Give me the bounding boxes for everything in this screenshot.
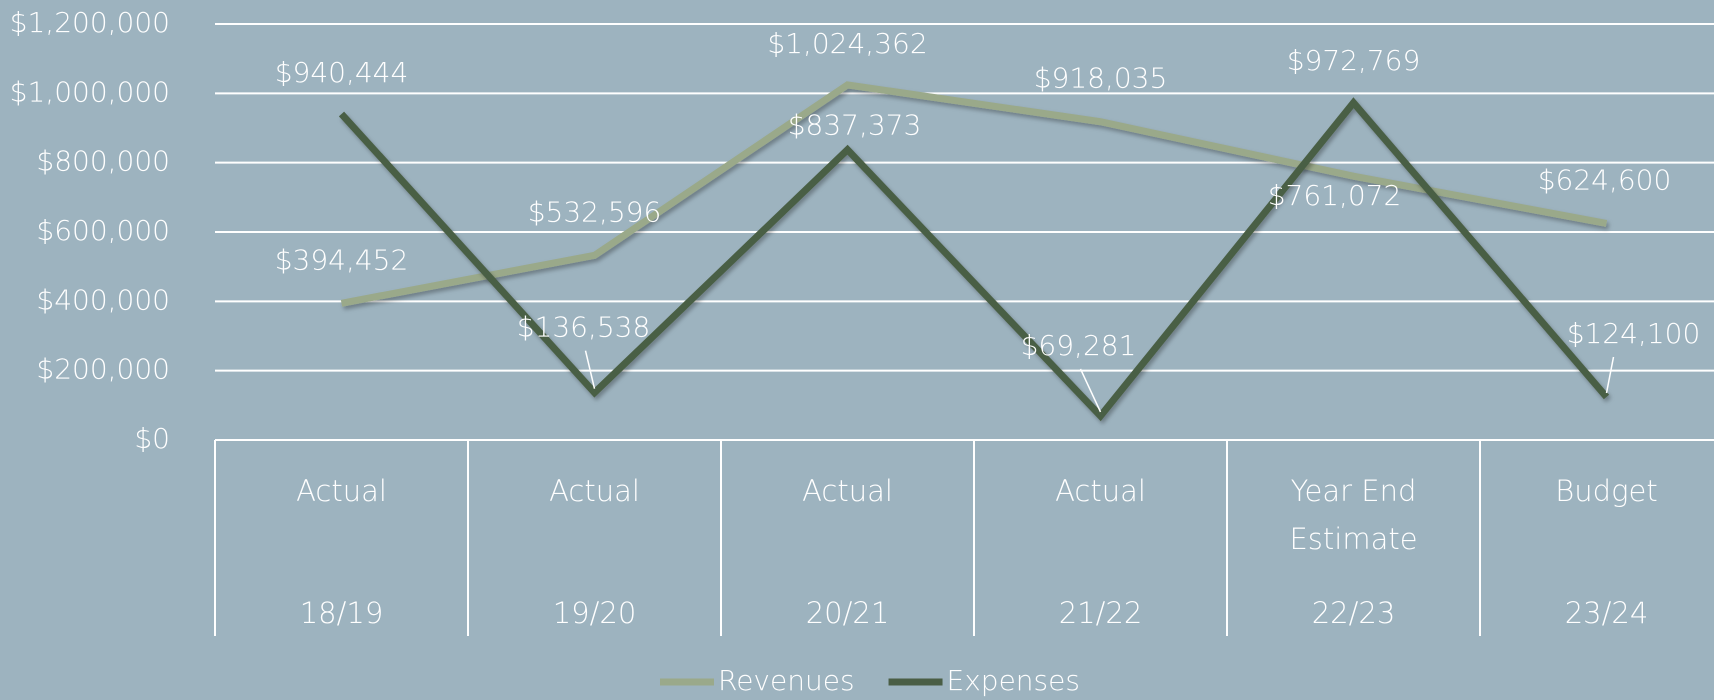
category-label: Year End Estimate [1289, 474, 1418, 556]
data-label: $837,373 [788, 109, 922, 142]
data-label: $761,072 [1268, 179, 1402, 212]
category-label: 23/24 [1564, 596, 1649, 630]
y-tick-label: $1,200,000 [10, 6, 170, 39]
data-label: $624,600 [1538, 163, 1672, 196]
category-label: Actual [296, 474, 387, 508]
data-label: $940,444 [275, 56, 409, 89]
category-label: Actual [1055, 474, 1146, 508]
data-label: $532,596 [528, 195, 662, 228]
y-tick-label: $400,000 [36, 283, 170, 316]
data-label: $69,281 [1021, 329, 1137, 362]
category-label: 21/22 [1058, 596, 1143, 630]
category-label: Budget [1555, 474, 1658, 508]
data-label: $394,452 [275, 243, 409, 276]
category-label: 19/20 [552, 596, 637, 630]
y-tick-label: $0 [134, 422, 170, 455]
leader-line [1605, 356, 1615, 394]
category-label: Actual [802, 474, 893, 508]
y-tick-label: $600,000 [36, 214, 170, 247]
data-label: $972,769 [1287, 44, 1421, 77]
leader-line [1079, 368, 1102, 413]
series-line [340, 81, 1608, 307]
y-tick-label: $800,000 [36, 145, 170, 178]
category-label: 20/21 [805, 596, 890, 630]
data-label: $136,538 [517, 311, 651, 344]
category-label: Actual [549, 474, 640, 508]
category-label: 18/19 [299, 596, 384, 630]
data-label: $124,100 [1567, 317, 1701, 350]
legend-label: Revenues [718, 664, 855, 697]
data-label: $1,024,362 [767, 27, 927, 60]
legend-label: Expenses [947, 664, 1080, 697]
y-tick-label: $1,000,000 [10, 75, 170, 108]
category-label: 22/23 [1311, 596, 1396, 630]
y-tick-label: $200,000 [36, 353, 170, 386]
leader-line [584, 350, 596, 389]
data-label: $918,035 [1034, 62, 1168, 95]
series-line [338, 97, 1610, 422]
